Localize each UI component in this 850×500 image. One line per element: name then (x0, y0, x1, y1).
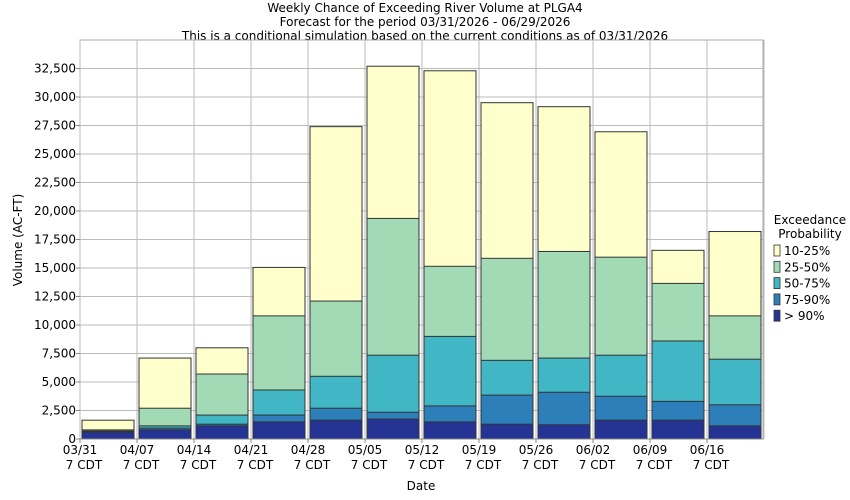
x-tick-sublabel: 7 CDT (408, 458, 445, 472)
x-tick-label: 03/31 (63, 443, 98, 457)
chart-subtitle: Forecast for the period 03/31/2026 - 06/… (280, 15, 571, 29)
x-tick-sublabel: 7 CDT (180, 458, 217, 472)
x-tick-sublabel: 7 CDT (294, 458, 331, 472)
bar--90--04-21 (252, 421, 306, 440)
legend-label: > 90% (784, 309, 825, 323)
y-tick-label: 0 (68, 432, 76, 446)
legend-title: Exceedance (774, 213, 846, 227)
x-tick-sublabel: 7 CDT (465, 458, 502, 472)
bar--90--06-02 (594, 419, 648, 440)
legend-subtitle: Probability (778, 227, 841, 241)
bar--90--04-14 (195, 425, 249, 440)
x-tick-sublabel: 7 CDT (693, 458, 730, 472)
y-tick-label: 2,500 (42, 404, 76, 418)
y-tick-label: 15,000 (34, 261, 76, 275)
bar--90--05-26 (537, 424, 591, 440)
y-tick-label: 7,500 (42, 347, 76, 361)
x-tick-label: 06/16 (690, 443, 725, 457)
legend-swatch (773, 309, 781, 322)
bar--90--06-16 (708, 425, 762, 440)
legend-swatch (773, 244, 781, 257)
y-tick-label: 10,000 (34, 318, 76, 332)
legend-swatch (773, 293, 781, 306)
x-tick-label: 06/02 (576, 443, 611, 457)
x-tick-label: 05/19 (462, 443, 497, 457)
bar--90--05-19 (480, 423, 534, 440)
bar--90--05-12 (423, 421, 477, 440)
bar--90--04-28 (309, 419, 363, 440)
y-tick-label: 5,000 (42, 375, 76, 389)
legend-swatch (773, 260, 781, 273)
legend-swatch (773, 277, 781, 290)
x-tick-sublabel: 7 CDT (237, 458, 274, 472)
x-tick-label: 04/14 (177, 443, 212, 457)
y-tick-label: 22,500 (34, 176, 76, 190)
legend-label: 50-75% (784, 277, 830, 291)
x-tick-sublabel: 7 CDT (123, 458, 160, 472)
x-tick-label: 05/12 (405, 443, 440, 457)
x-tick-label: 04/21 (234, 443, 269, 457)
y-tick-label: 27,500 (34, 119, 76, 133)
y-tick-label: 32,500 (34, 62, 76, 76)
x-tick-label: 04/07 (120, 443, 155, 457)
x-tick-label: 06/09 (633, 443, 668, 457)
y-tick-label: 20,000 (34, 204, 76, 218)
x-tick-sublabel: 7 CDT (636, 458, 673, 472)
y-tick-label: 30,000 (34, 90, 76, 104)
x-tick-sublabel: 7 CDT (351, 458, 388, 472)
x-axis-label: Date (407, 479, 436, 493)
x-tick-sublabel: 7 CDT (579, 458, 616, 472)
bar--90--06-09 (651, 419, 705, 440)
x-tick-label: 05/05 (348, 443, 383, 457)
bar--90--05-05 (366, 418, 420, 440)
bar--90--04-07 (138, 429, 192, 440)
bar--90--03-31 (81, 431, 135, 440)
legend: Exceedance Probability 10-25% 25-50% 50-75… (773, 213, 846, 323)
legend-label: 25-50% (784, 260, 830, 274)
x-tick-sublabel: 7 CDT (522, 458, 559, 472)
legend-label: 10-25% (784, 244, 830, 258)
y-tick-label: 17,500 (34, 233, 76, 247)
chart-title: Weekly Chance of Exceeding River Volume … (267, 1, 582, 15)
y-tick-label: 25,000 (34, 147, 76, 161)
y-tick-label: 12,500 (34, 290, 76, 304)
x-tick-label: 04/28 (291, 443, 326, 457)
y-axis-label: Volume (AC-FT) (11, 194, 25, 287)
x-tick-label: 05/26 (519, 443, 554, 457)
legend-label: 75-90% (784, 293, 830, 307)
x-tick-sublabel: 7 CDT (66, 458, 103, 472)
